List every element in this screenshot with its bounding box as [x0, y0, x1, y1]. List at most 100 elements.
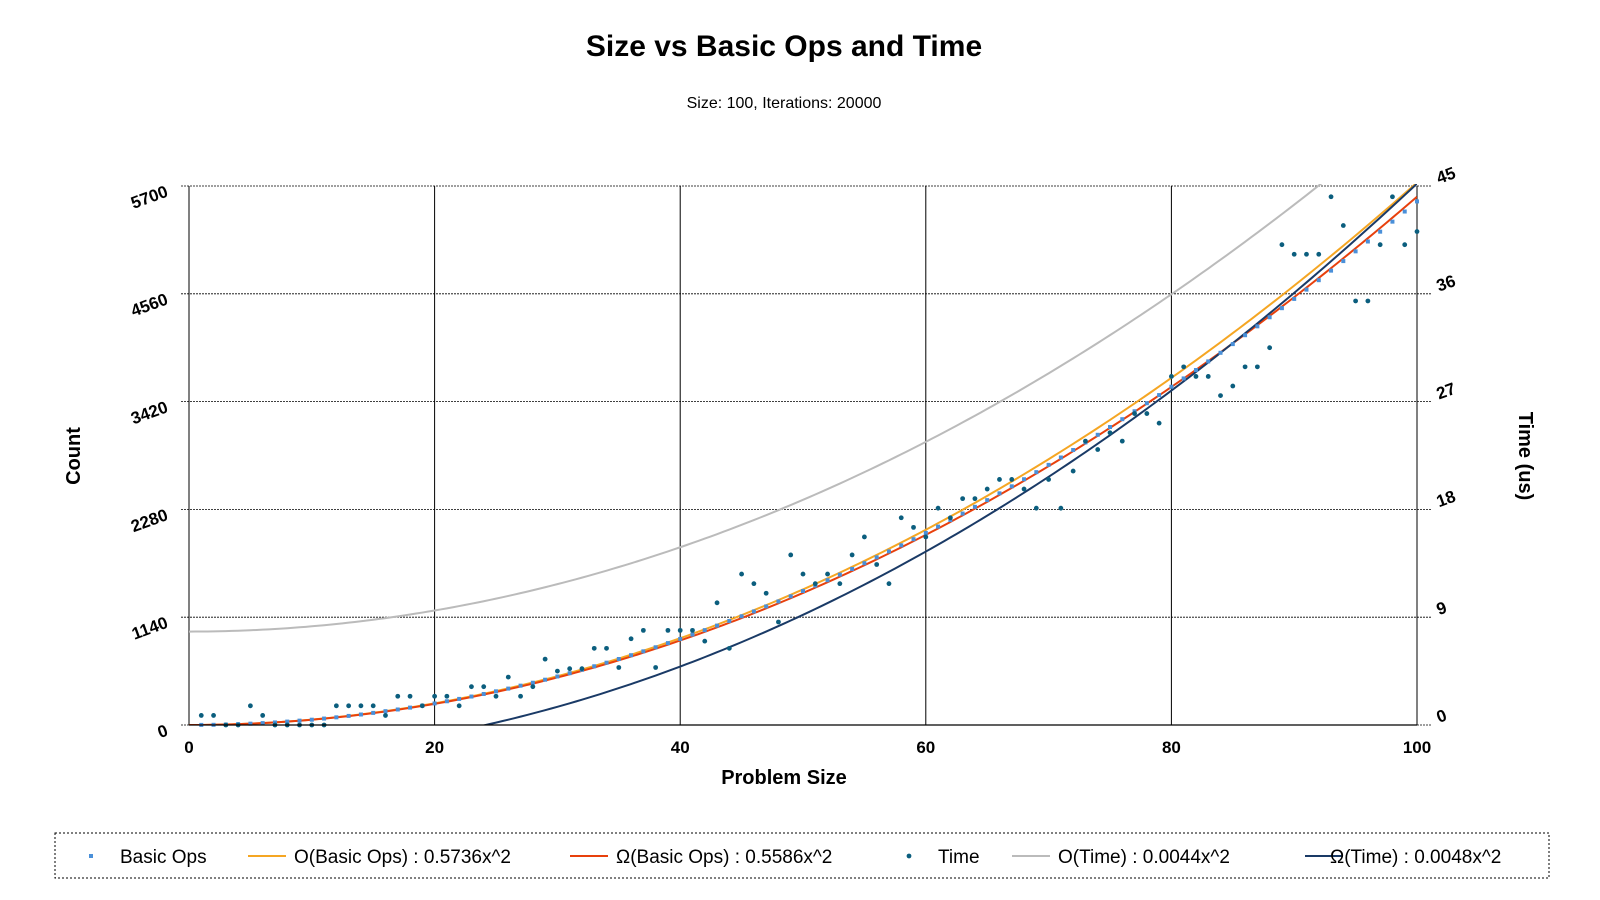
- time-point: [555, 668, 560, 674]
- time-point: [1328, 194, 1334, 200]
- time-point: [456, 703, 462, 709]
- basic-ops-point: [985, 498, 990, 503]
- basic-ops-point: [616, 656, 621, 661]
- time-point: [1304, 251, 1309, 257]
- basic-ops-point: [1329, 268, 1334, 273]
- basic-ops-point: [788, 594, 793, 599]
- y-left-tick-label: 1140: [129, 613, 170, 643]
- x-axis-title: Problem Size: [721, 767, 847, 789]
- time-point: [1218, 393, 1223, 399]
- time-point: [333, 703, 339, 709]
- basic-ops-point: [764, 604, 769, 609]
- time-point: [640, 627, 646, 633]
- basic-ops-point: [322, 716, 327, 721]
- basic-ops-point: [383, 709, 388, 714]
- time-point: [1316, 251, 1322, 257]
- time-point: [248, 703, 253, 709]
- time-point: [1058, 505, 1064, 511]
- basic-ops-point: [1120, 417, 1125, 422]
- basic-ops-point: [739, 614, 744, 619]
- basic-ops-point: [285, 719, 290, 724]
- basic-ops-point: [1169, 384, 1174, 389]
- basic-ops-point: [1415, 199, 1419, 204]
- legend-marker-time: [906, 853, 912, 859]
- time-point: [1070, 468, 1076, 474]
- time-point: [591, 645, 597, 651]
- basic-ops-point: [432, 701, 437, 706]
- basic-ops-point: [358, 712, 363, 717]
- time-point: [690, 627, 695, 633]
- series-line-2: [189, 196, 1417, 725]
- time-point: [1169, 374, 1174, 379]
- time-point: [481, 684, 487, 690]
- basic-ops-point: [825, 578, 830, 583]
- basic-ops-point: [960, 511, 965, 516]
- time-point: [911, 524, 916, 530]
- legend-label: Time: [938, 847, 980, 868]
- time-point: [849, 552, 855, 558]
- basic-ops-point: [444, 699, 449, 704]
- basic-ops-point: [346, 713, 351, 718]
- y-left-tick-label: 2280: [128, 505, 170, 536]
- basic-ops-point: [1341, 259, 1346, 264]
- basic-ops-point: [1157, 393, 1162, 398]
- time-point: [751, 581, 757, 587]
- basic-ops-point: [641, 649, 646, 654]
- basic-ops-point: [837, 572, 842, 577]
- time-point: [616, 665, 622, 670]
- basic-ops-point: [899, 543, 904, 548]
- time-point: [1033, 505, 1039, 511]
- y-right-tick-label: 27: [1434, 379, 1458, 403]
- time-point: [788, 552, 794, 558]
- time-point: [1291, 251, 1297, 257]
- x-tick-label: 20: [425, 738, 444, 757]
- y-right-tick-label: 9: [1434, 598, 1449, 619]
- basic-ops-point: [1071, 448, 1076, 453]
- basic-ops-point: [494, 689, 498, 694]
- time-point: [383, 713, 388, 718]
- time-point: [505, 674, 511, 680]
- time-point: [432, 693, 437, 699]
- legend-marker-basic-ops: [89, 854, 93, 858]
- time-point: [370, 703, 376, 709]
- x-tick-label: 40: [671, 738, 690, 757]
- x-tick-label: 60: [916, 738, 935, 757]
- basic-ops-point: [1095, 432, 1100, 437]
- basic-ops-point: [936, 524, 941, 529]
- time-point: [997, 477, 1002, 482]
- basic-ops-point: [715, 623, 720, 628]
- time-point: [542, 656, 548, 662]
- time-point: [1156, 420, 1162, 426]
- time-point: [198, 713, 204, 718]
- legend-label: Ω(Basic Ops) : 0.5586x^2: [616, 847, 832, 868]
- basic-ops-point: [629, 653, 634, 658]
- time-point: [1205, 374, 1211, 379]
- basic-ops-point: [592, 664, 597, 669]
- time-point: [739, 571, 744, 577]
- time-point: [886, 581, 892, 587]
- legend: Basic Ops O(Basic Ops) : 0.5736x^2 Ω(Basic…: [89, 847, 1501, 868]
- y-right-tick-label: 45: [1434, 163, 1458, 187]
- time-point: [1414, 229, 1420, 234]
- x-tick-label: 0: [184, 738, 193, 757]
- basic-ops-point: [1378, 229, 1383, 234]
- time-point: [665, 627, 671, 633]
- basic-ops-point: [1292, 296, 1297, 301]
- basic-ops-point: [1243, 333, 1248, 338]
- basic-ops-point: [776, 599, 781, 604]
- time-point: [935, 505, 941, 511]
- time-point: [358, 703, 364, 709]
- basic-ops-point: [309, 717, 314, 722]
- basic-ops-point: [1206, 359, 1211, 364]
- time-point: [419, 703, 425, 709]
- basic-ops-point: [555, 674, 560, 679]
- time-point: [702, 638, 708, 644]
- basic-ops-point: [272, 720, 277, 725]
- time-point: [567, 666, 573, 672]
- basic-ops-point: [297, 718, 302, 723]
- basic-ops-point: [1279, 306, 1284, 311]
- basic-ops-point: [665, 641, 670, 646]
- time-point: [1193, 374, 1199, 379]
- time-point: [579, 666, 585, 672]
- basic-ops-point: [506, 686, 511, 691]
